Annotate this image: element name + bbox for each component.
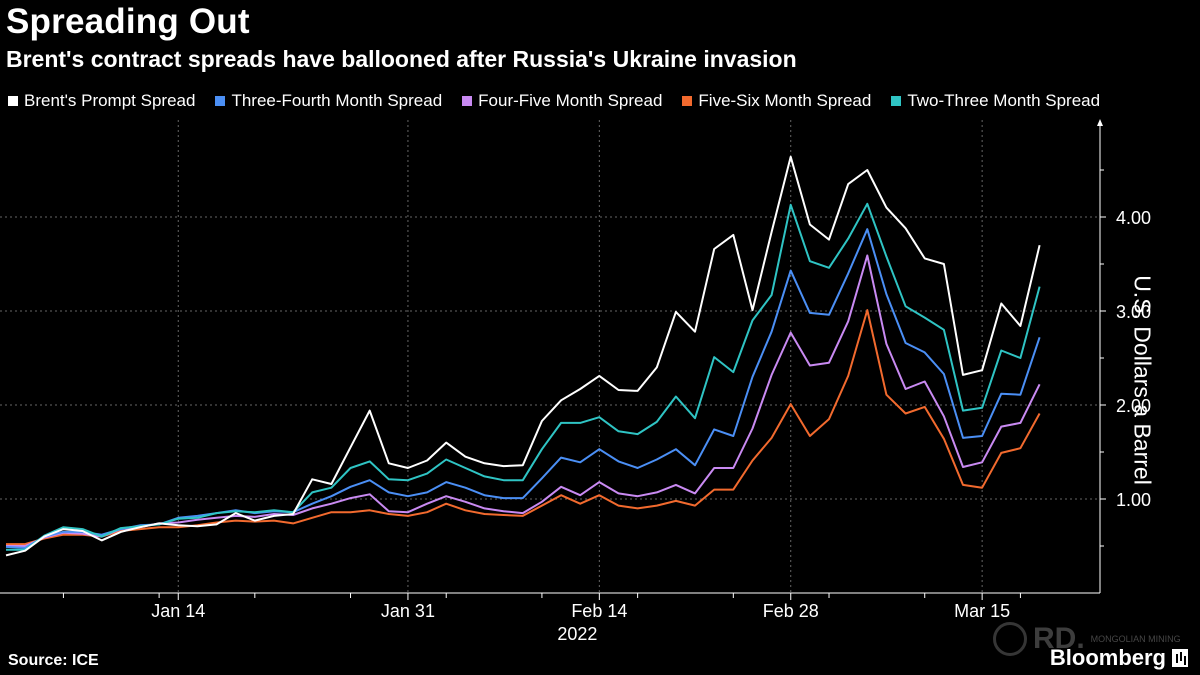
watermark: RD. MONGOLIAN MINING <box>993 622 1181 656</box>
legend-swatch-prompt <box>8 96 18 106</box>
watermark-text: RD. <box>1033 622 1085 655</box>
brand-text: Bloomberg <box>1049 645 1166 670</box>
legend-label-three-fourth: Three-Fourth Month Spread <box>231 91 443 110</box>
series-line-five-six-month-spread <box>6 309 1041 546</box>
chart-title: Spreading Out <box>6 2 250 41</box>
x-year-label: 2022 <box>557 624 597 644</box>
y-axis-label: U.S. Dollars a Barrel <box>1129 275 1156 485</box>
legend-item-prompt: Brent's Prompt Spread <box>8 91 195 111</box>
x-tick-label: Mar 15 <box>954 601 1010 621</box>
legend-swatch-three-fourth <box>215 96 226 106</box>
legend-label-prompt: Brent's Prompt Spread <box>24 91 196 110</box>
x-tick-label: Feb 28 <box>763 601 819 621</box>
chart-subtitle: Brent's contract spreads have ballooned … <box>6 46 797 72</box>
y-tick-label: 2.00 <box>1116 396 1151 416</box>
bloomberg-terminal-icon <box>1172 649 1188 667</box>
legend-item-three-fourth: Three-Fourth Month Spread <box>215 91 442 111</box>
legend-swatch-four-five <box>462 96 473 106</box>
bloomberg-logo: Bloomberg <box>1050 645 1188 671</box>
x-tick-label: Feb 14 <box>571 601 627 621</box>
legend-label-four-five: Four-Five Month Spread <box>478 91 663 110</box>
y-tick-label: 1.00 <box>1116 490 1151 510</box>
y-tick-label: 4.00 <box>1116 208 1151 228</box>
series-line-four-five-month-spread <box>6 254 1041 547</box>
series-line-two-three-month-spread <box>6 202 1041 551</box>
watermark-small-text: MONGOLIAN MINING <box>1090 633 1181 644</box>
watermark-circle-icon <box>993 622 1027 656</box>
legend-item-four-five: Four-Five Month Spread <box>462 91 662 111</box>
legend-item-two-three: Two-Three Month Spread <box>891 91 1100 111</box>
legend-item-five-six: Five-Six Month Spread <box>682 91 871 111</box>
y-tick-label: 3.00 <box>1116 302 1151 322</box>
source-note: Source: ICE <box>8 652 99 669</box>
legend-label-two-three: Two-Three Month Spread <box>907 91 1101 110</box>
legend: Brent's Prompt Spread Three-Fourth Month… <box>8 91 1100 111</box>
legend-swatch-two-three <box>891 96 902 106</box>
legend-label-five-six: Five-Six Month Spread <box>698 91 872 110</box>
x-tick-label: Jan 31 <box>381 601 435 621</box>
x-tick-label: Jan 14 <box>151 601 205 621</box>
y-axis-arrow <box>1097 119 1103 126</box>
series-line-brent-s-prompt-spread <box>5 155 1041 557</box>
legend-swatch-five-six <box>682 96 693 106</box>
